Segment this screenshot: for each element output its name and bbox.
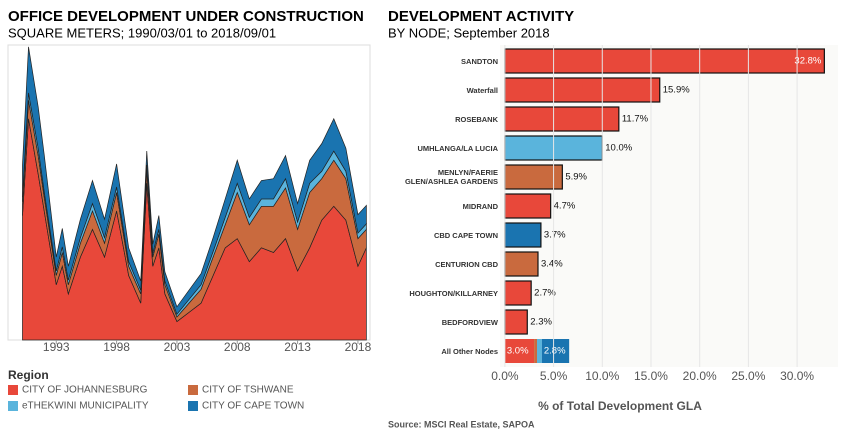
value-label: 4.7% [554, 201, 576, 212]
legend-title: Region [8, 368, 49, 382]
value-label: 32.8% [794, 56, 821, 67]
value-label: 2.3% [530, 317, 552, 328]
legend-label: CITY OF JOHANNESBURG [22, 385, 148, 396]
x-tick-label: 20.0% [683, 369, 717, 383]
bar [504, 222, 542, 248]
category-label: CENTURION CBD [435, 259, 498, 269]
legend-label: eTHEKWINI MUNICIPALITY [22, 401, 149, 412]
legend-swatch [188, 385, 198, 395]
category-label: All Other Nodes [441, 346, 498, 356]
x-tick-label: 25.0% [731, 369, 765, 383]
x-tick-label: 2003 [164, 340, 191, 354]
bar [504, 309, 528, 335]
category-text: UMHLANGA/LA LUCIA [417, 143, 498, 153]
bar [504, 77, 661, 103]
segment-label: 3.0% [507, 346, 529, 357]
bar [504, 251, 539, 277]
category-text: Waterfall [466, 85, 498, 95]
category-text: All Other Nodes [441, 346, 498, 356]
source: Source: MSCI Real Estate, SAPOA [388, 419, 535, 429]
bar [504, 48, 825, 74]
category-text: CBD CAPE TOWN [433, 230, 498, 240]
x-tick-label: 2008 [224, 340, 251, 354]
category-label: UMHLANGA/LA LUCIA [417, 143, 498, 153]
left-subtitle: SQUARE METERS; 1990/03/01 to 2018/09/01 [8, 25, 276, 40]
value-label: 5.9% [565, 172, 587, 183]
value-label: 3.7% [544, 230, 566, 241]
x-tick-label: 10.0% [585, 369, 619, 383]
x-tick-label: 1993 [43, 340, 70, 354]
category-text: HOUGHTON/KILLARNEY [409, 288, 498, 298]
x-tick-label: 15.0% [634, 369, 668, 383]
category-text: MENLYN/FAERIE GLEN/ASHLEA GARDENS [404, 168, 498, 186]
category-text: MIDRAND [462, 201, 498, 211]
x-tick-label: 2018 [345, 340, 372, 354]
x-tick-label: 1998 [103, 340, 130, 354]
category-label: SANDTON [461, 56, 498, 66]
bar-segment [504, 339, 535, 363]
category-label: HOUGHTON/KILLARNEY [409, 288, 498, 298]
value-label: 11.7% [622, 114, 649, 125]
legend-swatch [8, 401, 18, 411]
legend-swatch [188, 401, 198, 411]
category-text: ROSEBANK [455, 114, 498, 124]
value-label: 2.7% [534, 288, 556, 299]
category-label: CBD CAPE TOWN [433, 230, 498, 240]
bar [504, 193, 552, 219]
category-label: Waterfall [466, 85, 498, 95]
legend-swatch [8, 385, 18, 395]
right-subtitle: BY NODE; September 2018 [388, 25, 550, 40]
value-label: 15.9% [663, 85, 690, 96]
segment-label: 2.8% [544, 346, 566, 357]
category-label: MIDRAND [462, 201, 498, 211]
value-label: 10.0% [605, 143, 632, 154]
bar-segment [534, 339, 538, 363]
x-tick-label: 30.0% [780, 369, 814, 383]
bar [504, 164, 563, 190]
left-title: OFFICE DEVELOPMENT UNDER CONSTRUCTION [8, 8, 364, 25]
value-label: 3.4% [541, 259, 563, 270]
x-tick-label: 5.0% [540, 369, 568, 383]
category-label: BEDFORDVIEW [441, 317, 498, 327]
bar [504, 280, 532, 306]
legend-label: CITY OF CAPE TOWN [202, 401, 304, 412]
category-label: MENLYN/FAERIE GLEN/ASHLEA GARDENS [404, 168, 498, 186]
bar-segment [537, 339, 542, 363]
category-text: CENTURION CBD [435, 259, 498, 269]
x-tick-label: 0.0% [491, 369, 519, 383]
category-label: ROSEBANK [455, 114, 498, 124]
area [22, 46, 367, 315]
category-text: SANDTON [461, 56, 498, 66]
legend-label: CITY OF TSHWANE [202, 385, 294, 396]
bar-segment [541, 339, 570, 363]
category-text: BEDFORDVIEW [441, 317, 498, 327]
x-axis-label: % of Total Development GLA [538, 399, 702, 413]
x-tick-label: 2013 [284, 340, 311, 354]
bar [504, 106, 620, 132]
right-title: DEVELOPMENT ACTIVITY [388, 8, 574, 25]
